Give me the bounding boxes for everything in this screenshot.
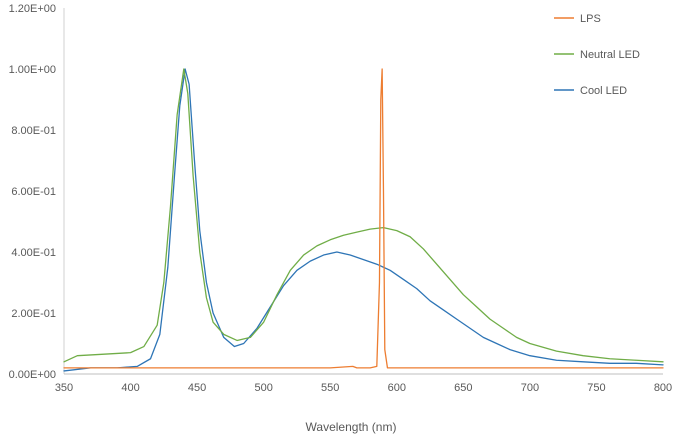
y-tick-label: 4.00E-01 [11, 247, 56, 259]
series-line-cool-led [63, 68, 664, 372]
x-tick-labels: 350 400 450 500 550 600 650 700 750 800 [55, 382, 672, 394]
y-tick-label: 1.20E+00 [9, 3, 56, 15]
legend-label-lps: LPS [580, 13, 601, 25]
x-tick-label: 350 [55, 382, 73, 394]
x-axis-title: Wavelength (nm) [306, 420, 397, 434]
legend: LPS Neutral LED Cool LED [554, 13, 640, 97]
y-tick-labels: 0.00E+00 2.00E-01 4.00E-01 6.00E-01 8.00E-01… [9, 3, 56, 381]
x-tick-label: 800 [654, 382, 672, 394]
x-tick-label: 750 [587, 382, 605, 394]
y-tick-label: 1.00E+00 [9, 64, 56, 76]
series-lines [63, 68, 664, 372]
x-tick-label: 400 [121, 382, 139, 394]
x-tick-label: 450 [188, 382, 206, 394]
legend-label-neutral-led: Neutral LED [580, 49, 640, 61]
x-tick-label: 700 [521, 382, 539, 394]
series-line-neutral-led [63, 68, 664, 363]
y-tick-label: 2.00E-01 [11, 308, 56, 320]
y-tick-label: 0.00E+00 [9, 369, 56, 381]
legend-label-cool-led: Cool LED [580, 85, 627, 97]
x-tick-label: 550 [321, 382, 339, 394]
y-tick-label: 8.00E-01 [11, 125, 56, 137]
series-line-lps [63, 68, 664, 369]
x-tick-label: 500 [254, 382, 272, 394]
x-tick-label: 650 [454, 382, 472, 394]
y-tick-label: 6.00E-01 [11, 186, 56, 198]
x-tick-label: 600 [388, 382, 406, 394]
